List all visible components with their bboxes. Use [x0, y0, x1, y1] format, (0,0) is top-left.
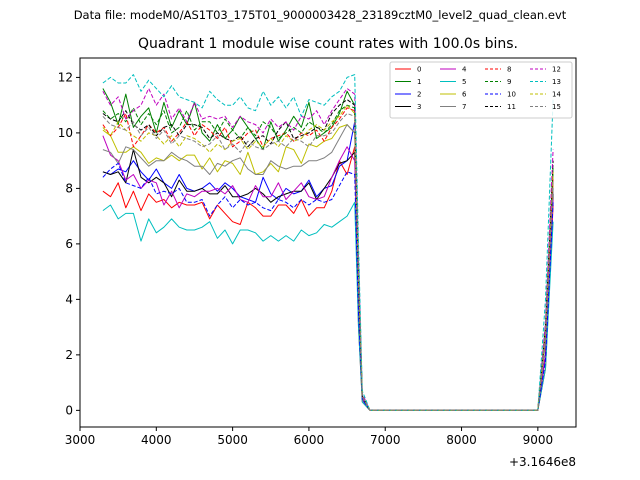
series-line-3	[102, 149, 554, 411]
legend-label-7: 7	[462, 103, 466, 111]
series-line-14	[102, 104, 554, 411]
y-tick-label: 10	[58, 126, 73, 140]
x-offset-label: +3.1646e8	[509, 455, 576, 469]
series-line-13	[102, 74, 554, 411]
x-tick-label: 6000	[294, 433, 325, 447]
chart-suptitle: Data file: modeM0/AS1T03_175T01_90000034…	[74, 8, 567, 22]
series-line-2	[102, 121, 554, 411]
legend-label-3: 3	[417, 103, 421, 111]
x-tick-label: 3000	[65, 433, 96, 447]
legend-label-12: 12	[552, 66, 561, 74]
series-line-7	[102, 124, 554, 411]
legend-label-11: 11	[507, 103, 516, 111]
legend-label-0: 0	[417, 66, 421, 74]
x-axis: 3000 4000 5000 6000 7000 8000 9000	[65, 427, 553, 447]
y-tick-label: 6	[65, 237, 73, 251]
series-line-5	[102, 201, 554, 411]
series-line-11	[102, 99, 554, 411]
legend-label-13: 13	[552, 78, 561, 86]
plot-frame	[79, 57, 577, 428]
x-tick-label: 4000	[141, 433, 172, 447]
legend-label-2: 2	[417, 91, 421, 99]
y-tick-label: 0	[65, 403, 73, 417]
x-tick-label: 8000	[446, 433, 477, 447]
y-tick-label: 2	[65, 348, 73, 362]
legend-label-5: 5	[462, 78, 466, 86]
x-tick-label: 5000	[217, 433, 248, 447]
series-line-15	[102, 113, 554, 411]
x-tick-label: 7000	[370, 433, 401, 447]
y-axis: 0 2 4 6 8 10 12	[58, 70, 80, 417]
legend-label-1: 1	[417, 78, 421, 86]
series-line-9	[102, 104, 554, 411]
plot-lines	[102, 74, 554, 411]
legend-label-8: 8	[507, 66, 511, 74]
legend-label-4: 4	[462, 66, 467, 74]
legend-label-9: 9	[507, 78, 511, 86]
legend-label-10: 10	[507, 91, 516, 99]
series-line-4	[102, 135, 554, 411]
chart-title: Quadrant 1 module wise count rates with …	[138, 36, 518, 52]
y-tick-label: 8	[65, 181, 73, 195]
legend-box	[389, 61, 573, 119]
legend-label-14: 14	[552, 91, 561, 99]
x-tick-label: 9000	[523, 433, 554, 447]
legend-label-6: 6	[462, 91, 467, 99]
y-tick-label: 4	[65, 292, 73, 306]
legend-label-15: 15	[552, 103, 561, 111]
y-tick-label: 12	[58, 70, 73, 84]
series-line-6	[102, 124, 554, 411]
